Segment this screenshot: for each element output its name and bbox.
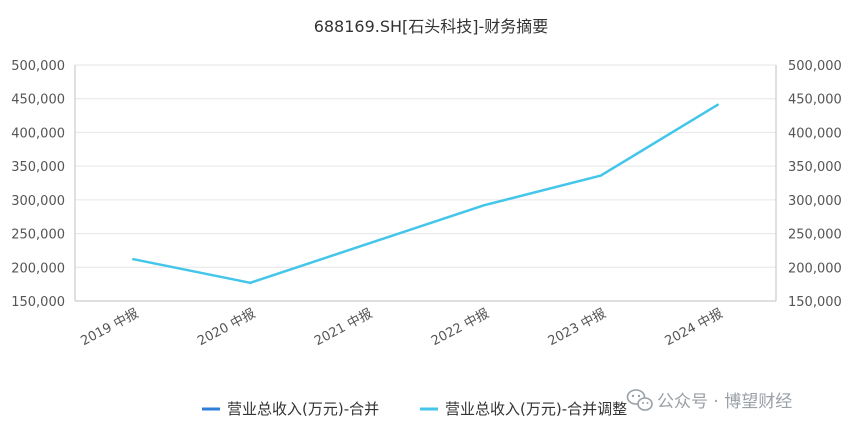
data-point [716, 103, 719, 106]
data-point [482, 204, 486, 207]
legend-label-series-2: 营业总收入(万元)-合并调整 [445, 400, 627, 418]
data-point [249, 281, 252, 284]
x-tick-label: 2023 中报 [546, 306, 609, 349]
y-tick-label-left: 200,000 [11, 261, 65, 276]
axes [74, 65, 777, 302]
x-tick-label: 2020 中报 [195, 306, 258, 349]
grid-lines [75, 64, 776, 302]
y-tick-label-right: 300,000 [788, 194, 842, 209]
y-tick-label-left: 250,000 [11, 228, 65, 243]
wechat-icon [626, 389, 653, 411]
series-line-2 [132, 103, 719, 285]
legend-item-series-1[interactable]: 营业总收入(万元)-合并 [202, 400, 379, 418]
x-tick-label: 2021 中报 [312, 306, 375, 349]
legend: 营业总收入(万元)-合并 营业总收入(万元)-合并调整 [202, 400, 627, 418]
watermark-text: 公众号 · 博望财经 [657, 392, 792, 412]
series-lines [132, 103, 719, 285]
y-tick-label-left: 400,000 [11, 126, 65, 141]
legend-label-series-1: 营业总收入(万元)-合并 [227, 400, 379, 418]
x-tick-label: 2024 中报 [663, 306, 726, 349]
chart-title: 688169.SH[石头科技]-财务摘要 [314, 17, 549, 36]
x-axis-labels: 2019 中报 2020 中报 2021 中报 2022 中报 2023 中报 2024 … [78, 306, 725, 349]
legend-item-series-2[interactable]: 营业总收入(万元)-合并调整 [420, 400, 627, 418]
y-axis-left-labels: 150,000 200,000 250,000 300,000 350,000 400,0… [11, 59, 65, 310]
y-tick-label-right: 250,000 [788, 228, 842, 243]
watermark: 公众号 · 博望财经 [626, 389, 792, 412]
data-point [599, 174, 602, 177]
y-tick-label-left: 500,000 [11, 59, 65, 74]
y-tick-label-right: 150,000 [788, 295, 842, 310]
y-tick-label-right: 350,000 [788, 160, 842, 175]
y-tick-label-right: 200,000 [788, 261, 842, 276]
y-tick-label-right: 500,000 [788, 59, 842, 74]
y-tick-label-left: 450,000 [11, 93, 65, 108]
data-point [132, 257, 135, 261]
x-tick-label: 2019 中报 [78, 306, 141, 349]
y-axis-right-labels: 150,000 200,000 250,000 300,000 350,000 400,0… [788, 59, 842, 310]
y-tick-label-left: 300,000 [11, 194, 65, 209]
x-tick-label: 2022 中报 [429, 306, 492, 349]
y-tick-label-left: 350,000 [11, 160, 65, 175]
y-tick-label-right: 400,000 [788, 126, 842, 141]
y-tick-label-right: 450,000 [788, 93, 842, 108]
y-tick-label-left: 150,000 [11, 295, 65, 310]
